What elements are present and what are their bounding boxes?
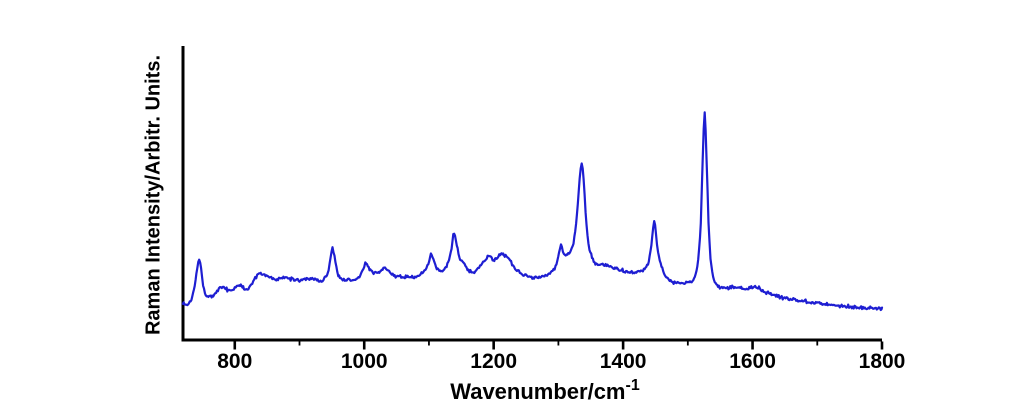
x-tick-label: 1400 xyxy=(600,350,647,373)
y-axis-title: Raman Intensity/Arbitr. Units. xyxy=(142,54,165,336)
x-axis-title-exponent: -1 xyxy=(625,377,640,394)
x-tick-label: 1600 xyxy=(729,350,776,373)
x-tick-label: 800 xyxy=(217,350,252,373)
x-axis-title: Wavenumber/cm-1 xyxy=(450,377,640,405)
x-tick-label: 1800 xyxy=(859,350,906,373)
x-tick-label: 1000 xyxy=(341,350,388,373)
x-axis-title-text: Wavenumber/cm xyxy=(450,379,626,404)
x-tick-label: 1200 xyxy=(470,350,517,373)
spectrum-line xyxy=(181,111,884,312)
